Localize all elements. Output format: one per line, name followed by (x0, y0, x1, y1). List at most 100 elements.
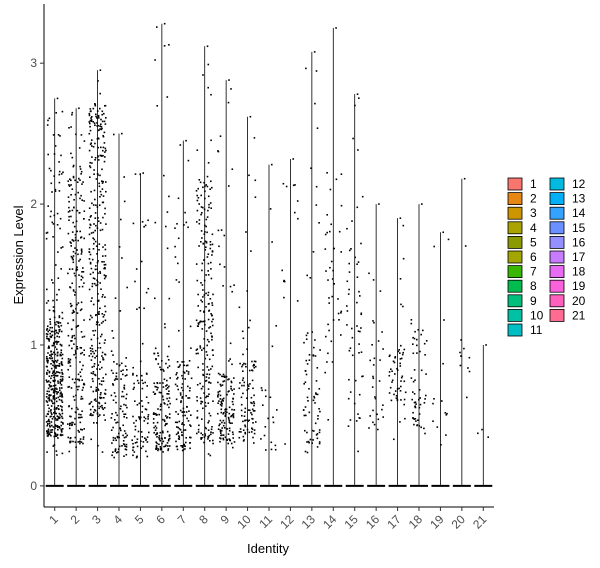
data-point (189, 325, 192, 328)
data-point (101, 406, 104, 409)
data-point (55, 425, 57, 427)
data-point (97, 220, 100, 222)
data-point (89, 253, 92, 256)
data-point (265, 395, 267, 398)
data-point (433, 398, 435, 400)
data-point (311, 442, 313, 444)
data-point (270, 441, 273, 444)
data-point (74, 193, 77, 196)
data-point (103, 414, 105, 416)
data-point (54, 424, 57, 426)
data-point (72, 250, 75, 253)
data-point (208, 206, 210, 209)
data-point (61, 373, 64, 375)
data-point (162, 431, 164, 434)
data-point (400, 385, 402, 388)
data-point (52, 396, 55, 399)
data-point (60, 428, 62, 431)
data-point (60, 330, 63, 333)
data-point (90, 372, 93, 374)
data-point (356, 276, 359, 278)
data-point (412, 336, 414, 339)
data-point (58, 426, 60, 428)
data-point (211, 304, 214, 306)
data-point (253, 402, 256, 405)
data-point (49, 410, 52, 412)
data-point (133, 451, 136, 453)
data-point (99, 222, 102, 224)
data-point (162, 398, 165, 401)
data-point (196, 209, 199, 212)
data-point (101, 127, 103, 130)
data-point (59, 322, 62, 324)
data-point (51, 344, 54, 347)
data-point (255, 421, 257, 423)
data-point (159, 431, 162, 434)
data-point (399, 365, 402, 367)
data-point (72, 440, 74, 443)
legend-label: 20 (572, 294, 586, 308)
data-point (305, 359, 308, 362)
data-point (160, 437, 163, 439)
data-point (204, 240, 207, 243)
data-point (79, 197, 81, 200)
data-point (228, 185, 230, 187)
data-point (69, 361, 71, 364)
data-point (178, 329, 180, 332)
data-point (56, 321, 58, 323)
data-point (328, 302, 330, 304)
data-point (76, 378, 79, 381)
data-point (96, 117, 98, 119)
data-point (123, 200, 126, 203)
data-point (61, 415, 63, 418)
data-point (49, 354, 51, 356)
data-point (91, 378, 94, 380)
data-point (81, 336, 84, 338)
data-point (122, 440, 125, 442)
data-point (166, 384, 168, 386)
data-point (242, 435, 245, 438)
data-point (92, 330, 94, 332)
data-point (374, 397, 377, 400)
data-point (225, 408, 227, 410)
data-point (60, 354, 62, 357)
data-point (223, 266, 226, 268)
data-point (416, 352, 418, 354)
data-point (204, 249, 207, 251)
data-point (335, 178, 338, 181)
data-point (181, 422, 184, 424)
data-point (175, 373, 177, 376)
data-point (116, 436, 119, 438)
data-point (247, 387, 250, 390)
data-point (54, 427, 56, 430)
data-point (136, 438, 139, 440)
data-point (54, 374, 57, 377)
data-point (232, 415, 235, 417)
data-point (181, 431, 183, 434)
data-point (155, 427, 158, 429)
data-point (132, 222, 135, 225)
data-point (131, 439, 133, 441)
data-point (80, 170, 83, 173)
data-point (94, 212, 97, 214)
data-point (219, 429, 222, 431)
data-point (195, 349, 198, 351)
data-point (231, 422, 233, 424)
data-point (100, 396, 103, 399)
data-point (223, 380, 226, 382)
legend-item-3: 3 (507, 206, 537, 220)
data-point (190, 425, 192, 427)
data-point (57, 277, 60, 279)
data-point (414, 401, 417, 403)
data-point (115, 422, 117, 424)
data-point (70, 305, 72, 308)
data-point (188, 410, 190, 412)
data-point (244, 411, 246, 413)
data-point (97, 272, 99, 274)
data-point (224, 410, 227, 413)
data-point (49, 357, 52, 360)
data-point (399, 390, 402, 392)
data-point (230, 381, 233, 384)
data-point (94, 159, 96, 161)
data-point (50, 336, 52, 338)
